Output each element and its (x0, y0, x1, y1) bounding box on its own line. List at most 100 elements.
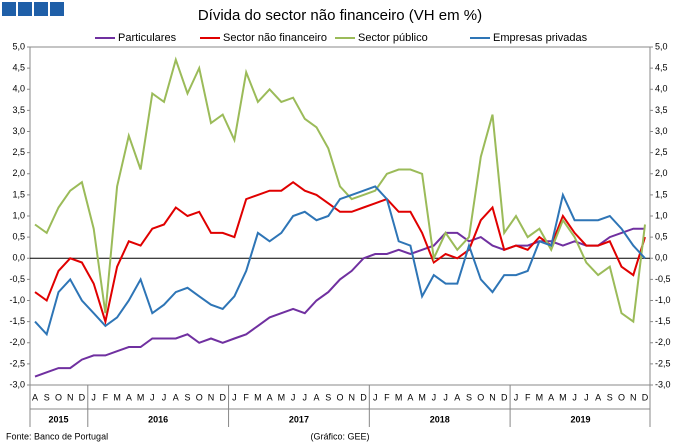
year-label: 2017 (289, 414, 309, 424)
y2-tick-label: 0,0 (655, 253, 668, 263)
y2-tick-label: 2,0 (655, 168, 668, 178)
x-tick-label: M (418, 392, 426, 402)
year-label: 2016 (148, 414, 168, 424)
x-tick-label: O (55, 392, 62, 402)
x-tick-label: J (584, 392, 589, 402)
x-tick-label: S (325, 392, 331, 402)
y-tick-label: -0,5 (9, 274, 25, 284)
logo-block (34, 2, 48, 16)
year-label: 2019 (570, 414, 590, 424)
chart-title: Dívida do sector não financeiro (VH em %… (198, 7, 482, 24)
y2-tick-label: -1,0 (655, 295, 671, 305)
x-tick-label: N (489, 392, 496, 402)
x-tick-label: F (243, 392, 249, 402)
x-tick-label: D (360, 392, 367, 402)
y2-tick-label: 2,5 (655, 147, 668, 157)
x-tick-label: N (208, 392, 215, 402)
x-tick-label: M (278, 392, 286, 402)
logo-block (2, 2, 16, 16)
y-tick-label: 5,0 (12, 41, 25, 51)
x-tick-label: M (536, 392, 544, 402)
x-tick-label: M (559, 392, 567, 402)
x-tick-label: J (572, 392, 577, 402)
y-tick-label: 2,5 (12, 147, 25, 157)
series-line (34, 56, 646, 324)
x-tick-label: J (443, 392, 448, 402)
x-tick-label: M (254, 392, 262, 402)
y2-tick-label: 4,0 (655, 84, 668, 94)
y2-tick-label: -2,0 (655, 337, 671, 347)
x-tick-label: J (91, 392, 96, 402)
x-tick-label: J (150, 392, 155, 402)
y2-tick-label: -2,5 (655, 358, 671, 368)
x-tick-label: J (303, 392, 308, 402)
y-tick-label: -3,0 (9, 379, 25, 389)
x-tick-label: A (173, 392, 179, 402)
series-line (34, 180, 646, 326)
x-tick-label: N (630, 392, 637, 402)
year-label: 2015 (48, 414, 68, 424)
x-tick-label: J (162, 392, 167, 402)
legend-label: Particulares (118, 32, 177, 44)
x-tick-label: M (137, 392, 145, 402)
credit: (Gráfico: GEE) (310, 431, 369, 441)
x-tick-label: M (113, 392, 121, 402)
series-line (34, 227, 645, 378)
x-tick-label: J (514, 392, 519, 402)
y-tick-label: -1,5 (9, 316, 25, 326)
y-tick-label: 0,5 (12, 232, 25, 242)
y2-tick-label: 1,0 (655, 210, 668, 220)
x-tick-label: A (267, 392, 273, 402)
x-tick-label: J (373, 392, 378, 402)
x-tick-label: S (184, 392, 190, 402)
y-tick-label: 3,5 (12, 105, 25, 115)
y-tick-label: 3,0 (12, 126, 25, 136)
x-tick-label: F (525, 392, 531, 402)
x-tick-label: A (32, 392, 38, 402)
logo-block (18, 2, 32, 16)
x-tick-label: D (501, 392, 508, 402)
x-tick-label: A (407, 392, 413, 402)
x-tick-label: J (232, 392, 237, 402)
y-tick-label: -1,0 (9, 295, 25, 305)
y-tick-label: 1,0 (12, 210, 25, 220)
y2-tick-label: -3,0 (655, 379, 671, 389)
y2-tick-label: 3,5 (655, 105, 668, 115)
plot-frame (29, 46, 651, 386)
x-tick-label: M (395, 392, 403, 402)
y-tick-label: 1,5 (12, 189, 25, 199)
x-tick-label: J (432, 392, 437, 402)
x-tick-label: D (79, 392, 86, 402)
y2-tick-label: 4,5 (655, 63, 668, 73)
y2-tick-label: 3,0 (655, 126, 668, 136)
y2-tick-label: -1,5 (655, 316, 671, 326)
y2-tick-label: 1,5 (655, 189, 668, 199)
x-tick-label: N (348, 392, 355, 402)
x-tick-label: F (384, 392, 390, 402)
x-tick-label: A (126, 392, 132, 402)
logo-block (50, 2, 64, 16)
x-tick-label: A (548, 392, 554, 402)
y-tick-label: 2,0 (12, 168, 25, 178)
y-tick-label: -2,0 (9, 337, 25, 347)
legend-label: Sector público (358, 32, 428, 44)
y-tick-label: 4,0 (12, 84, 25, 94)
x-tick-label: S (466, 392, 472, 402)
x-tick-label: A (595, 392, 601, 402)
x-tick-label: A (314, 392, 320, 402)
legend-label: Sector não financeiro (223, 32, 327, 44)
y-tick-label: -2,5 (9, 358, 25, 368)
x-tick-label: F (103, 392, 109, 402)
x-tick-label: S (607, 392, 613, 402)
x-tick-label: D (219, 392, 226, 402)
x-tick-label: O (477, 392, 484, 402)
x-tick-label: J (291, 392, 296, 402)
y-tick-label: 4,5 (12, 63, 25, 73)
x-tick-label: N (67, 392, 74, 402)
x-tick-label: D (642, 392, 649, 402)
y2-tick-label: 0,5 (655, 232, 668, 242)
series-line (34, 185, 646, 337)
year-label: 2018 (430, 414, 450, 424)
y2-tick-label: -0,5 (655, 274, 671, 284)
